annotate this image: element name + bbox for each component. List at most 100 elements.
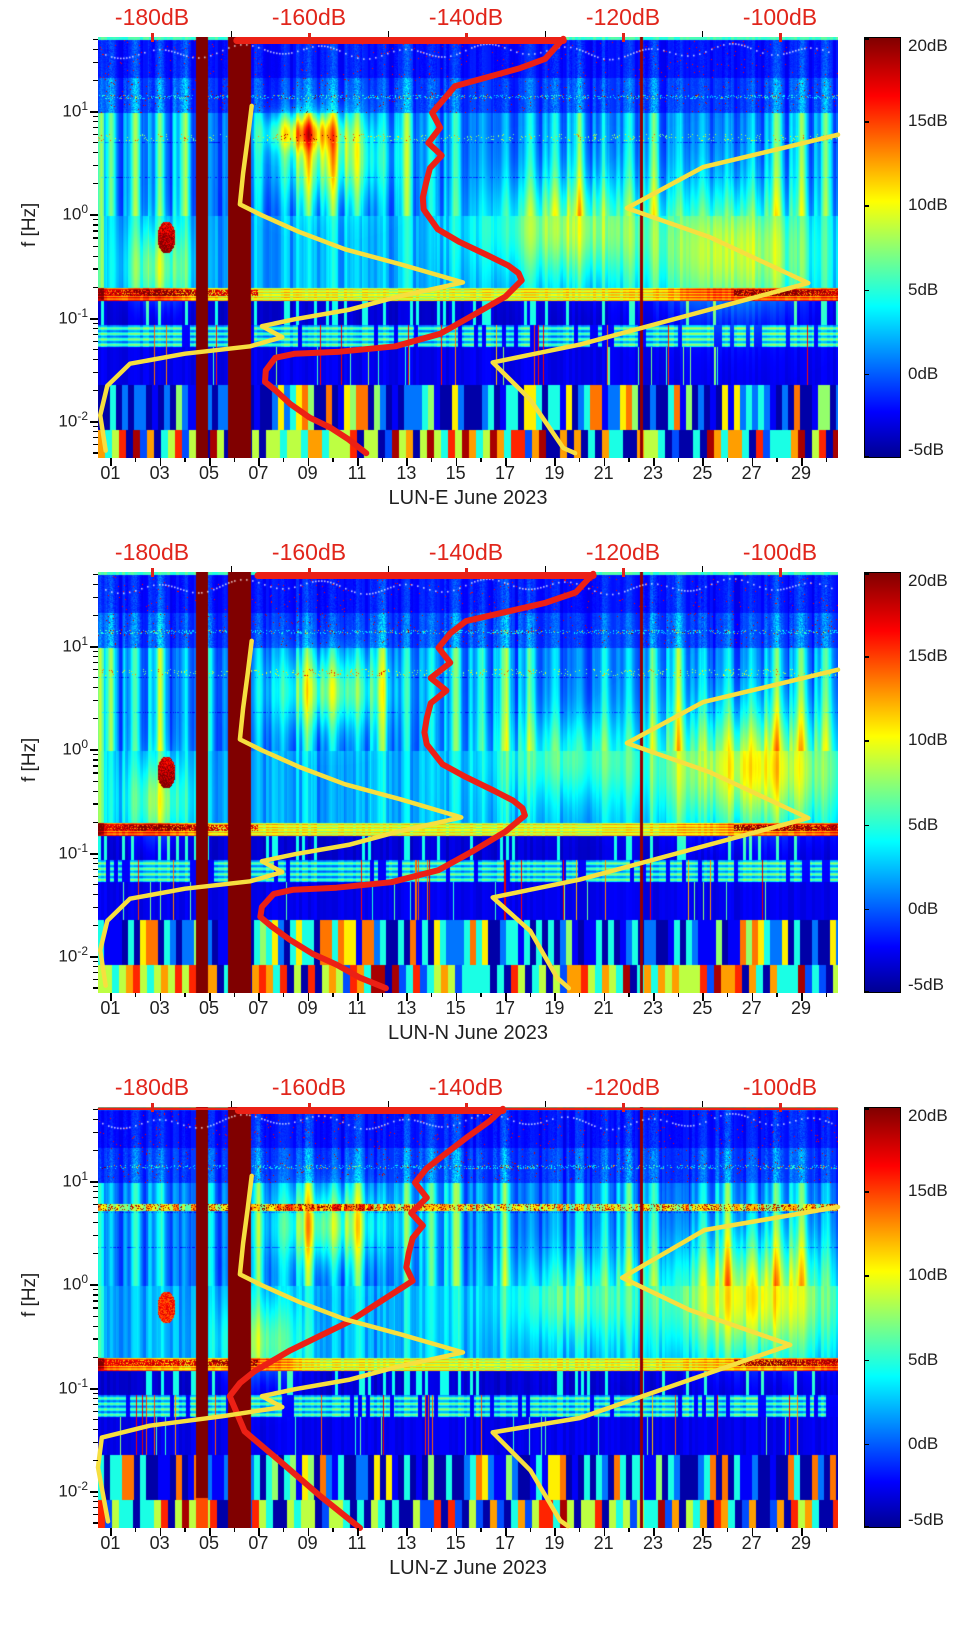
x-axis-tick [258, 1528, 261, 1536]
x-axis-tick [554, 458, 557, 466]
y-axis-tick [93, 230, 98, 232]
y-axis-tick [93, 596, 98, 598]
x-axis-tick [209, 993, 211, 1001]
colorbar-label: -5dB [908, 975, 944, 994]
colorbar-tick [864, 573, 869, 575]
top-axis-minor-tick [701, 1101, 703, 1107]
x-axis-tick [332, 458, 334, 462]
yellow-high-model-curve [490, 667, 841, 991]
x-axis-label: 17 [494, 998, 516, 1018]
spectrogram-panel-lun-e: f [Hz] LUN-E June 2023 -180dB -160dB -140d… [19, 4, 948, 509]
y-axis-tick [93, 1418, 98, 1421]
x-axis-tick [431, 1528, 433, 1532]
colorbar-label: -5dB [908, 1510, 944, 1529]
y-axis-tick [90, 111, 98, 113]
top-axis-minor-tick [230, 31, 232, 37]
y-axis-tick [93, 1149, 98, 1152]
y-axis-tick [93, 1410, 98, 1412]
y-axis-tick [93, 662, 98, 664]
y-axis-tick [93, 1522, 98, 1524]
y-axis-tick [90, 1387, 98, 1390]
y-axis-tick [93, 371, 98, 374]
x-axis-label: 15 [445, 998, 466, 1018]
x-axis-label: 05 [198, 1533, 220, 1553]
x-axis-tick [603, 458, 606, 466]
x-axis-tick [455, 458, 458, 466]
y-axis-tick [93, 790, 98, 792]
x-axis-label: 27 [741, 998, 762, 1018]
overlay-curves [97, 35, 841, 457]
x-axis-tick [455, 993, 458, 1001]
colorbar-label: 20dB [908, 36, 948, 55]
x-axis-label: 29 [790, 1533, 812, 1553]
x-axis-tick [825, 1528, 827, 1532]
y-axis-tick [93, 286, 98, 288]
y-axis-tick [93, 979, 98, 981]
colorbar-label: 0dB [908, 1433, 939, 1453]
x-axis-tick [751, 993, 754, 1001]
x-axis-tick [727, 458, 729, 462]
top-axis-minor-tick [544, 566, 546, 572]
y-axis-tick [93, 700, 98, 702]
x-axis-tick [554, 993, 557, 1001]
x-axis-label: 07 [248, 463, 269, 483]
y-axis-tick [93, 348, 98, 351]
yellow-high-model-curve [490, 1204, 841, 1529]
spectrogram-panel-lun-z: f [Hz] LUN-Z June 2023 -180dB -160dB -140d… [19, 1074, 948, 1579]
x-axis-tick [677, 458, 679, 462]
top-axis-tick [621, 568, 625, 577]
colorbar-tick [864, 824, 869, 827]
y-axis-tick [93, 61, 98, 63]
y-axis-tick [93, 862, 98, 864]
x-axis-tick [579, 458, 581, 462]
top-axis-label: -160dB [271, 539, 347, 565]
y-axis-tick [93, 759, 98, 761]
y-axis-tick [93, 115, 98, 117]
top-axis-tick [464, 568, 468, 577]
y-axis-tick [93, 875, 98, 877]
colorbar-label: 0dB [908, 363, 939, 383]
y-axis-tick [93, 1397, 98, 1399]
top-axis-label: -140dB [428, 1074, 504, 1100]
x-axis-tick [825, 993, 827, 997]
y-axis-tick [93, 219, 98, 221]
x-axis-tick [554, 1528, 557, 1536]
y-axis-tick [93, 79, 98, 82]
top-axis-label: -120dB [585, 539, 661, 565]
y-axis-tick [93, 121, 98, 123]
y-axis-tick [93, 857, 98, 859]
y-axis-tick [93, 1222, 98, 1224]
x-axis-tick [406, 993, 409, 1001]
x-axis-label: 01 [100, 1533, 121, 1553]
x-axis-label: 27 [741, 463, 762, 483]
x-axis-tick [209, 458, 211, 466]
y-axis-tick [93, 1392, 98, 1394]
x-axis-label: 21 [593, 1533, 614, 1553]
y-axis-tick [93, 754, 98, 756]
colorbar-label: 15dB [908, 646, 948, 666]
x-axis-tick [579, 1528, 581, 1532]
top-axis-tick [778, 568, 782, 577]
top-axis-minor-tick [387, 1101, 389, 1107]
x-axis-tick [529, 458, 531, 462]
top-axis-minor-tick [230, 1101, 232, 1107]
y-axis-tick [93, 1197, 98, 1199]
top-axis-label: -180dB [114, 1074, 190, 1100]
y-axis-tick [93, 960, 98, 963]
x-axis-tick [381, 993, 383, 997]
x-axis-tick [209, 1528, 211, 1536]
x-axis-tick [801, 993, 803, 1001]
y-axis-tick [93, 650, 98, 652]
y-axis-tick [93, 322, 98, 324]
x-axis-tick [480, 993, 482, 997]
top-axis-tick [464, 1103, 468, 1112]
x-axis-tick [283, 993, 285, 997]
x-axis-label: 21 [593, 998, 614, 1018]
x-axis-tick [529, 1528, 531, 1532]
x-axis-tick [135, 1528, 137, 1532]
x-axis-label: 19 [544, 998, 565, 1018]
x-axis-tick [184, 993, 186, 997]
x-axis-tick [332, 1528, 334, 1532]
x-axis-tick [184, 1528, 186, 1532]
y-axis-tick [90, 214, 98, 217]
